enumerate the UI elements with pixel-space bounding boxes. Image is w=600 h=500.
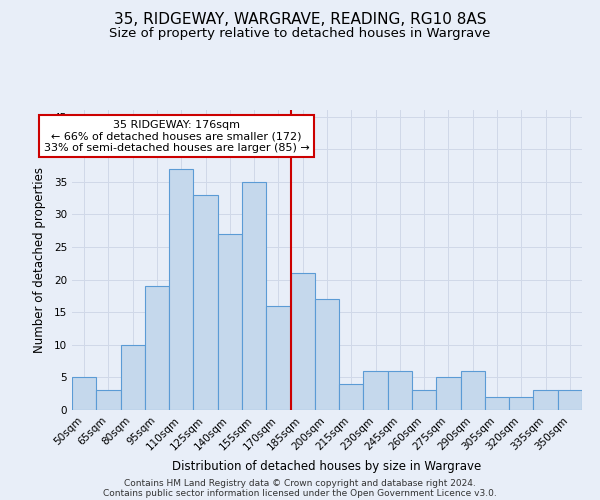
Bar [364,371,388,410]
Text: Size of property relative to detached houses in Wargrave: Size of property relative to detached ho… [109,28,491,40]
X-axis label: Distribution of detached houses by size in Wargrave: Distribution of detached houses by size … [172,460,482,473]
Bar [533,390,558,410]
Bar [558,390,582,410]
Bar [193,195,218,410]
Bar [315,299,339,410]
Text: Contains public sector information licensed under the Open Government Licence v3: Contains public sector information licen… [103,488,497,498]
Bar [121,345,145,410]
Bar [266,306,290,410]
Bar [145,286,169,410]
Bar [461,371,485,410]
Text: Contains HM Land Registry data © Crown copyright and database right 2024.: Contains HM Land Registry data © Crown c… [124,478,476,488]
Bar [412,390,436,410]
Bar [218,234,242,410]
Bar [72,378,96,410]
Y-axis label: Number of detached properties: Number of detached properties [32,167,46,353]
Bar [509,397,533,410]
Bar [242,182,266,410]
Bar [388,371,412,410]
Bar [96,390,121,410]
Text: 35 RIDGEWAY: 176sqm
← 66% of detached houses are smaller (172)
33% of semi-detac: 35 RIDGEWAY: 176sqm ← 66% of detached ho… [44,120,310,153]
Bar [436,378,461,410]
Bar [169,168,193,410]
Bar [485,397,509,410]
Bar [290,273,315,410]
Text: 35, RIDGEWAY, WARGRAVE, READING, RG10 8AS: 35, RIDGEWAY, WARGRAVE, READING, RG10 8A… [114,12,486,28]
Bar [339,384,364,410]
